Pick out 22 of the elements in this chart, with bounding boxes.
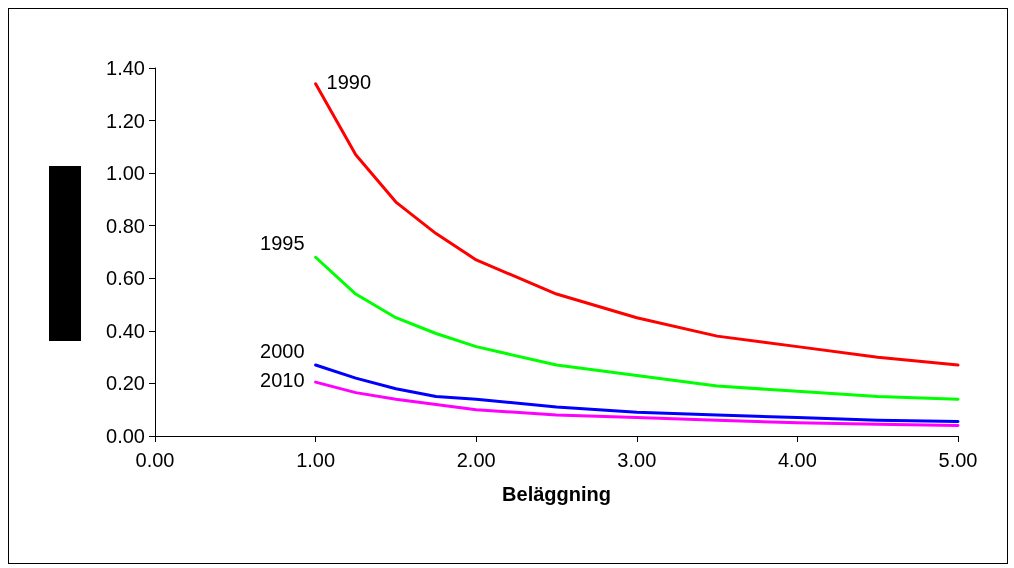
line-series — [314, 363, 960, 424]
y-tick-label: 0.40 — [106, 319, 145, 342]
y-tick-label: 0.20 — [106, 372, 145, 395]
series-label: 1995 — [260, 232, 305, 255]
x-tick-label: 2.00 — [456, 449, 496, 471]
x-tick-label: 5.00 — [938, 449, 978, 471]
series-label: 2010 — [260, 369, 305, 392]
y-tick-label: 1.20 — [106, 109, 145, 132]
y-tick-label: 1.00 — [106, 162, 145, 185]
y-tick-label: 0.80 — [106, 214, 145, 237]
series-label: 1990 — [326, 70, 372, 93]
line-series — [314, 380, 960, 427]
y-tick-label: 0.00 — [106, 425, 145, 447]
x-tick-label: 4.00 — [777, 449, 817, 471]
x-axis-title: Beläggning — [502, 483, 611, 505]
x-tick-label: 1.00 — [296, 449, 336, 471]
series-label: 2000 — [260, 340, 305, 363]
line-series — [314, 255, 960, 401]
y-tick-label: 0.60 — [106, 267, 145, 290]
y-tick-label: 1.40 — [106, 57, 145, 79]
x-tick-label: 3.00 — [617, 449, 657, 471]
x-tick-label: 0.00 — [135, 449, 175, 471]
